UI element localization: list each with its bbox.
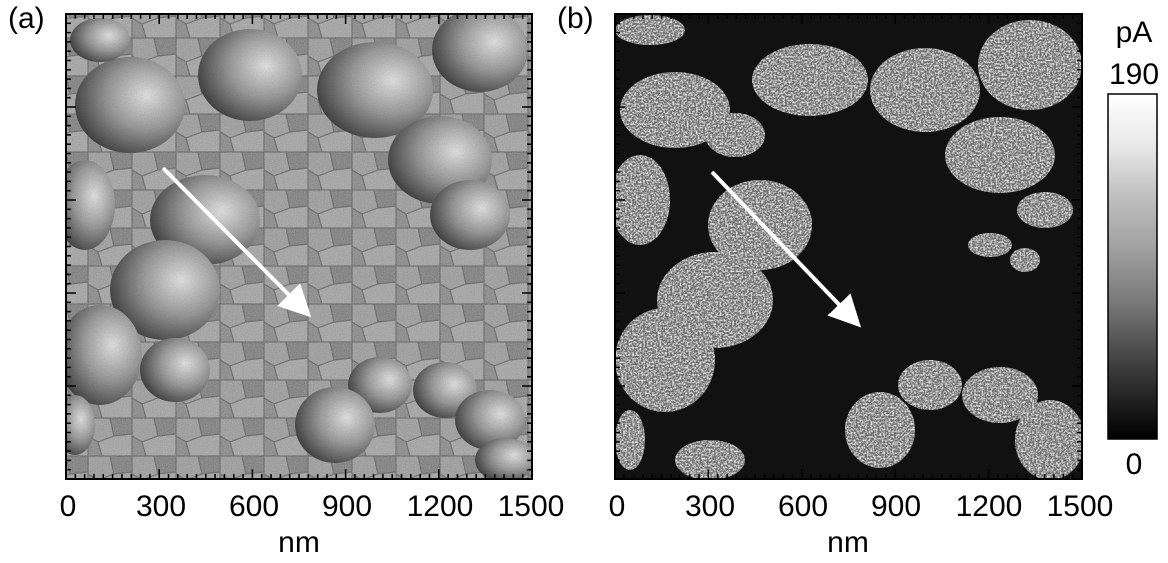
tick-b-1500: 1500 — [1046, 490, 1114, 523]
tick-b-300: 300 — [684, 490, 736, 523]
tick-a-1200: 1200 — [406, 490, 474, 523]
tick-b-1200: 1200 — [955, 490, 1023, 523]
tick-a-300: 300 — [135, 490, 187, 523]
colorbar — [1107, 93, 1158, 440]
axis-ticks — [65, 13, 1083, 480]
xlabel-a: nm — [278, 526, 320, 559]
arrow-b — [710, 170, 862, 328]
panel-label-b: (b) — [557, 2, 594, 35]
tick-b-0: 0 — [608, 490, 626, 523]
colorbar-min: 0 — [1125, 448, 1143, 481]
tick-b-600: 600 — [777, 490, 829, 523]
tick-b-900: 900 — [870, 490, 922, 523]
tick-a-0: 0 — [59, 490, 77, 523]
colorbar-max: 190 — [1108, 58, 1160, 91]
colorbar-unit: pA — [1115, 16, 1153, 49]
current-image — [615, 14, 1082, 479]
tick-a-900: 900 — [321, 490, 373, 523]
panel-label-a: (a) — [8, 2, 45, 35]
xlabel-b: nm — [827, 526, 869, 559]
tick-a-600: 600 — [228, 490, 280, 523]
arrow-a — [161, 166, 312, 318]
tick-a-1500: 1500 — [497, 490, 565, 523]
topography-image — [66, 14, 532, 479]
